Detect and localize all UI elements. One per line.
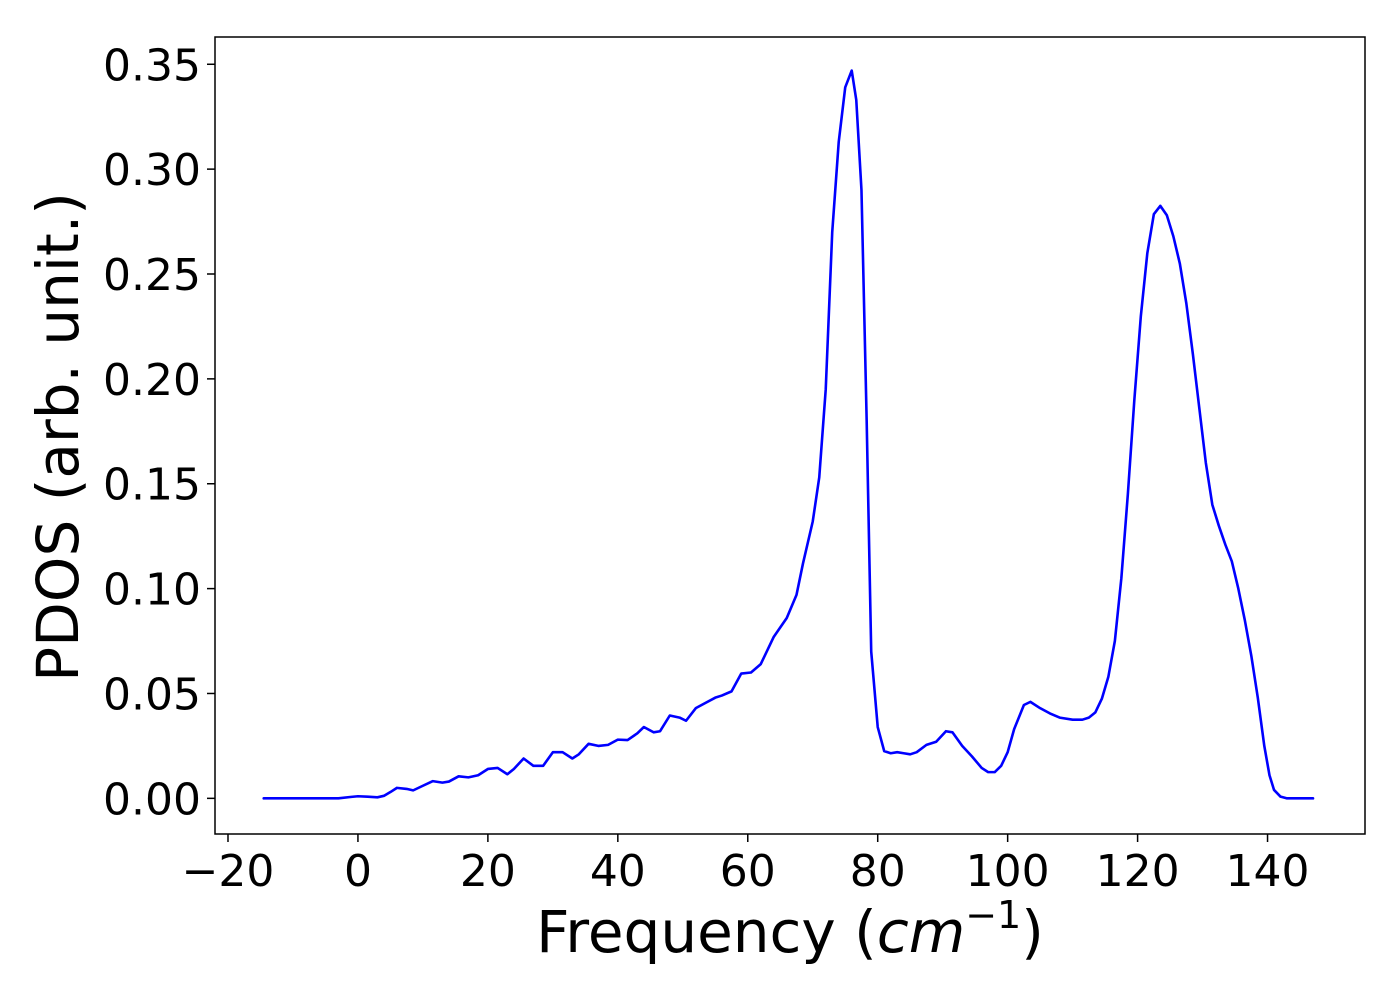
pdos-series-line — [262, 69, 1315, 800]
y-axis-label: PDOS (arb. unit.) — [24, 192, 92, 682]
y-tick-label: 0.00 — [103, 774, 201, 825]
x-tick-label: 0 — [344, 846, 372, 897]
y-axis-ticks: 0.00 0.05 0.10 0.15 0.20 0.25 0.30 0.35 — [103, 40, 215, 825]
x-tick-label: −20 — [182, 846, 275, 897]
y-tick-label: 0.25 — [103, 250, 201, 301]
x-tick-label: 140 — [1226, 846, 1310, 897]
y-tick-label: 0.30 — [103, 145, 201, 196]
x-tick-label: 40 — [590, 846, 646, 897]
y-tick-label: 0.20 — [103, 355, 201, 406]
plot-area — [262, 69, 1315, 800]
x-axis-label: Frequency (cm−1) — [536, 893, 1044, 966]
y-tick-label: 0.15 — [103, 460, 201, 511]
plot-frame — [214, 36, 1366, 835]
x-tick-label: 100 — [966, 846, 1050, 897]
x-tick-label: 80 — [850, 846, 906, 897]
x-tick-label: 20 — [460, 846, 516, 897]
x-tick-label: 120 — [1096, 846, 1180, 897]
y-tick-label: 0.05 — [103, 669, 201, 720]
x-axis-ticks: −20 0 20 40 60 80 100 120 140 — [182, 834, 1310, 897]
x-tick-label: 60 — [720, 846, 776, 897]
y-tick-label: 0.10 — [103, 565, 201, 616]
y-tick-label: 0.35 — [103, 40, 201, 91]
